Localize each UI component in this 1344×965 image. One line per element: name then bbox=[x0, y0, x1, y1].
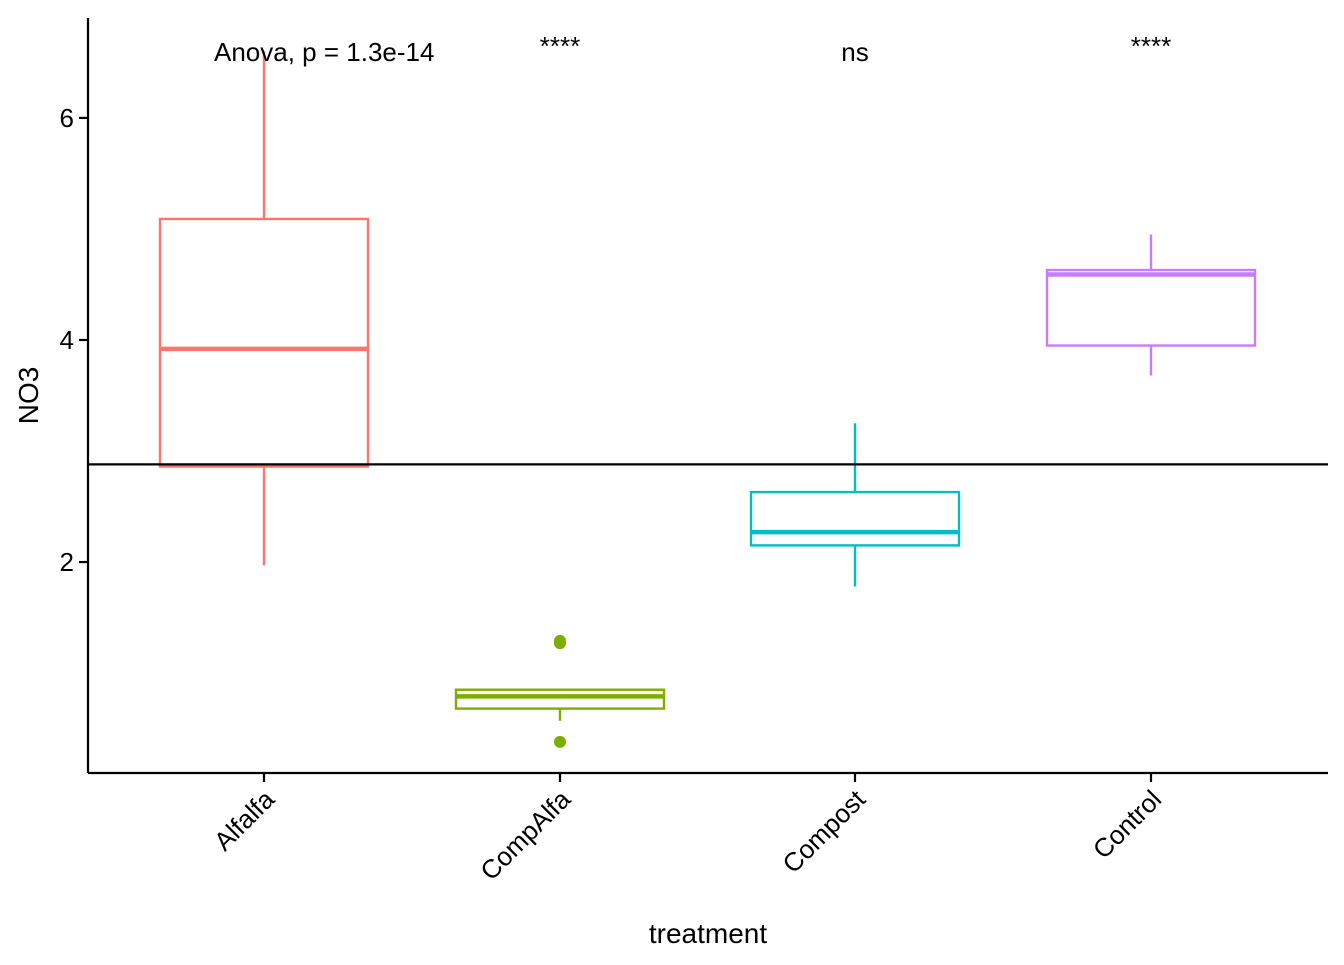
significance-label-control: **** bbox=[1131, 31, 1171, 61]
x-axis-title: treatment bbox=[649, 918, 767, 949]
axes: 2 4 6 Alfalfa CompAlfa Compost Control treatmen… bbox=[13, 18, 1328, 949]
box-body bbox=[454, 688, 666, 710]
outlier-point bbox=[554, 634, 566, 647]
box-alfalfa bbox=[158, 51, 370, 566]
anova-label: Anova, p = 1.3e-14 bbox=[214, 37, 434, 67]
significance-label-compalfa: **** bbox=[540, 31, 580, 61]
box-compalfa bbox=[454, 634, 666, 748]
box-body bbox=[1045, 268, 1257, 347]
x-tick-label-compost: Compost bbox=[776, 783, 871, 878]
x-tick-label-compalfa: CompAlfa bbox=[474, 784, 576, 886]
outlier-point bbox=[554, 735, 566, 748]
y-tick-label: 6 bbox=[60, 103, 74, 133]
box-body bbox=[158, 217, 370, 468]
x-tick-label-control: Control bbox=[1087, 784, 1167, 864]
significance-label-compost: ns bbox=[841, 37, 868, 67]
x-tick-label-alfalfa: Alfalfa bbox=[208, 784, 281, 857]
y-tick-label: 4 bbox=[60, 325, 74, 355]
box-body bbox=[749, 490, 961, 547]
box-compost bbox=[749, 423, 961, 587]
y-tick-label: 2 bbox=[60, 547, 74, 577]
box-control bbox=[1045, 234, 1257, 376]
plot-area bbox=[88, 51, 1328, 748]
y-axis-title: NO3 bbox=[13, 367, 44, 425]
annotations: Anova, p = 1.3e-14 **** ns **** bbox=[214, 31, 1171, 67]
